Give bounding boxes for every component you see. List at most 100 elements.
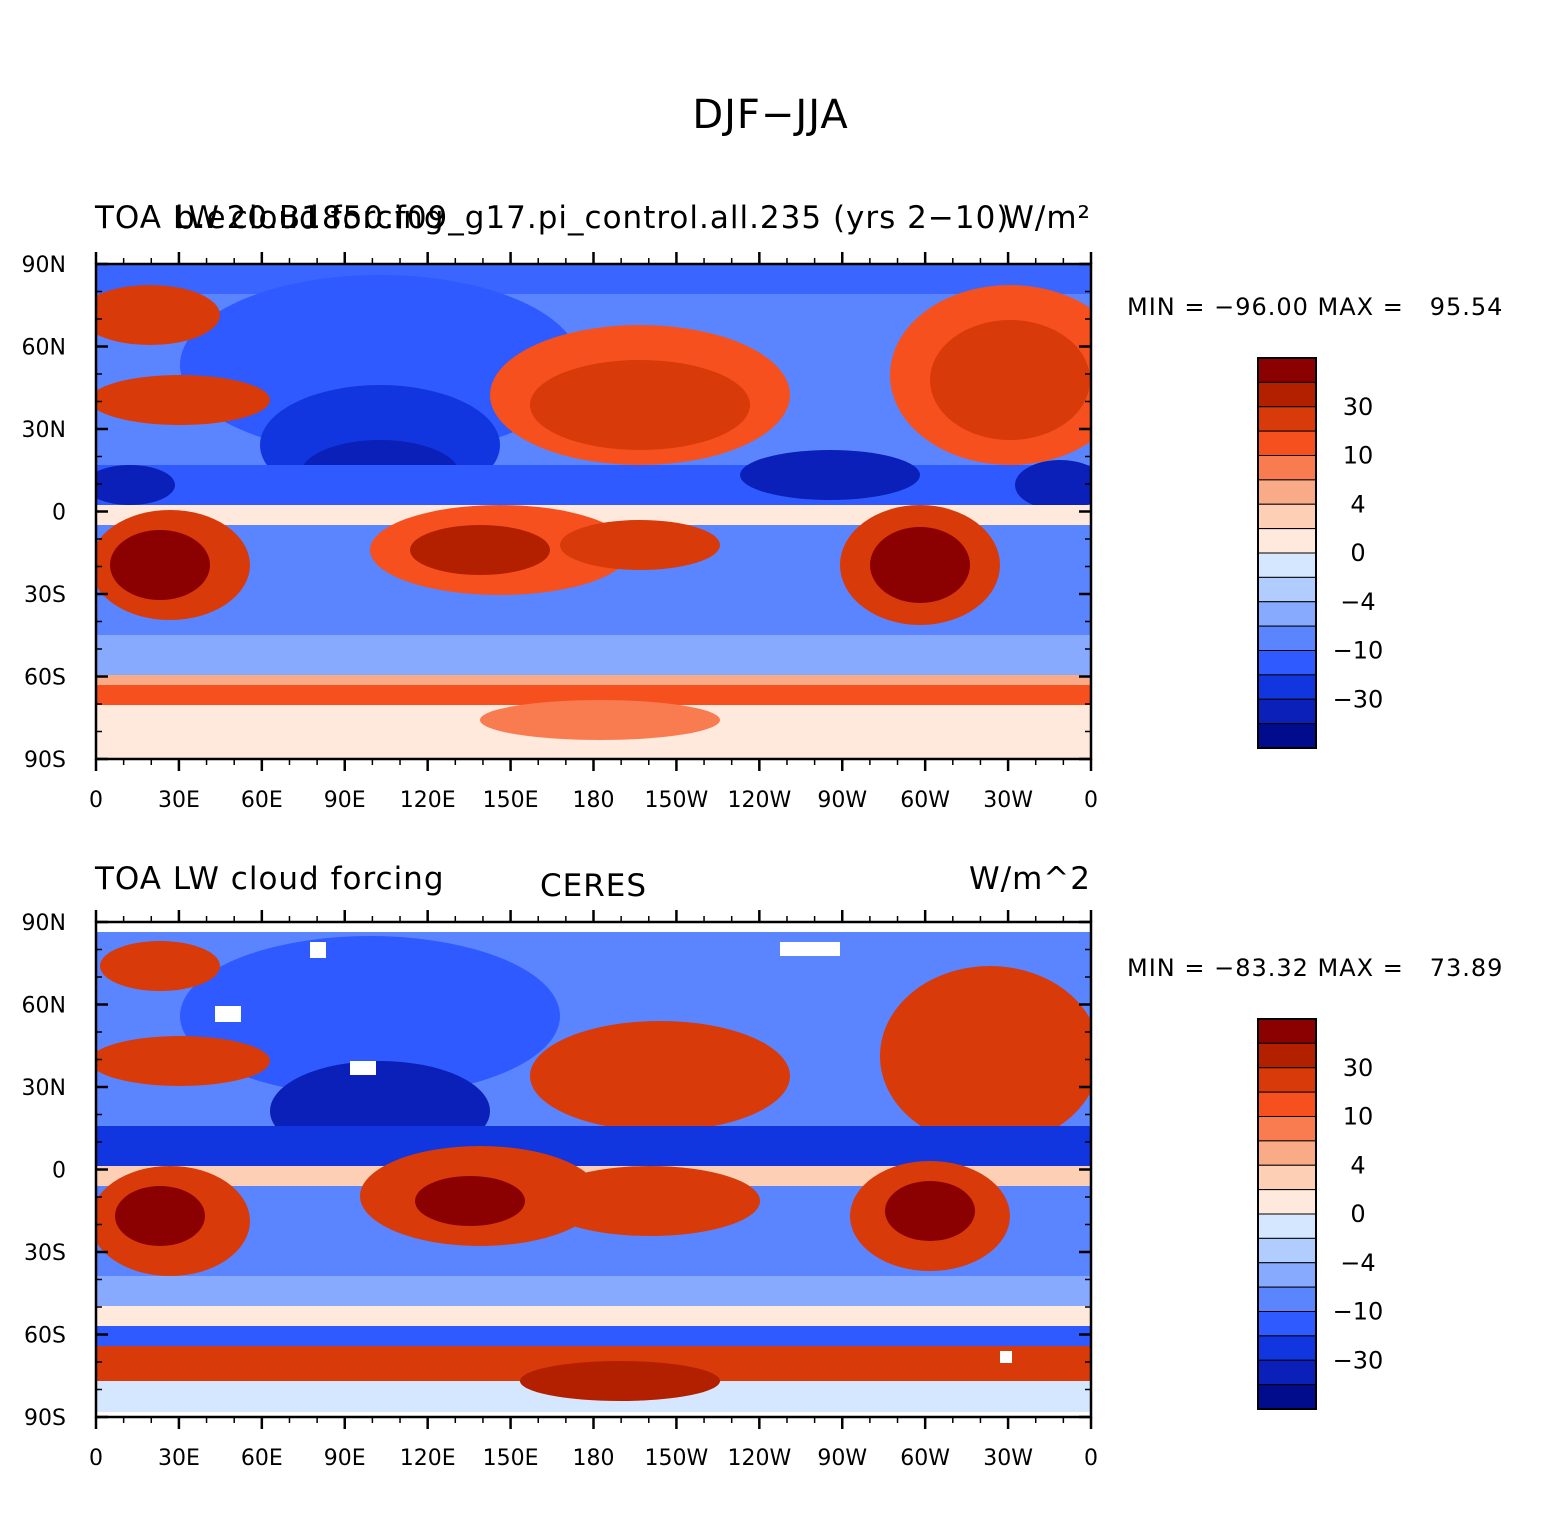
colorbar-box bbox=[1257, 1286, 1317, 1312]
lon-tick-label: 30E bbox=[158, 788, 200, 813]
colorbar-box bbox=[1257, 1091, 1317, 1117]
colorbar-box bbox=[1257, 1140, 1317, 1166]
lat-tick-label: 0 bbox=[52, 1159, 66, 1184]
colorbar-label: 4 bbox=[1350, 490, 1365, 518]
lon-tick-label: 60W bbox=[900, 1446, 950, 1471]
lat-tick-label: 60N bbox=[22, 994, 66, 1019]
lon-tick-label: 180 bbox=[573, 1446, 615, 1471]
colorbar-label: 30 bbox=[1343, 1054, 1374, 1082]
panel-units: W/m² bbox=[1003, 200, 1091, 236]
lat-tick-label: 90N bbox=[22, 911, 66, 936]
lon-tick-label: 120W bbox=[727, 1446, 791, 1471]
figure-title: DJF−JJA bbox=[692, 92, 849, 138]
panel-observations: TOA LW cloud forcing CERES W/m^2 MIN = −… bbox=[0, 856, 1541, 1516]
colorbar-box bbox=[1257, 406, 1317, 432]
colorbar-box bbox=[1257, 503, 1317, 530]
colorbar-box bbox=[1257, 1164, 1317, 1191]
colorbar-box bbox=[1257, 357, 1317, 383]
lat-tick-label: 30N bbox=[22, 418, 66, 443]
lon-tick-label: 60W bbox=[900, 788, 950, 813]
lat-tick-label: 90S bbox=[24, 748, 66, 773]
colorbar-box bbox=[1257, 1189, 1317, 1215]
colorbar-box bbox=[1257, 698, 1317, 725]
colorbar-label: 0 bbox=[1350, 1200, 1365, 1228]
lon-tick-label: 0 bbox=[1084, 788, 1098, 813]
colorbar-box bbox=[1257, 576, 1317, 603]
min-max-text: MIN = −96.00 MAX = 95.54 bbox=[1127, 293, 1504, 321]
lon-tick-label: 30W bbox=[983, 788, 1033, 813]
lon-tick-label: 0 bbox=[1084, 1446, 1098, 1471]
lon-tick-label: 120E bbox=[400, 1446, 456, 1471]
colorbar-box bbox=[1257, 1359, 1317, 1386]
colorbar-box bbox=[1257, 1262, 1317, 1288]
lon-tick-label: 150E bbox=[483, 788, 539, 813]
lon-tick-label: 150W bbox=[645, 788, 709, 813]
colorbar-box bbox=[1257, 1237, 1317, 1264]
lat-tick-label: 60S bbox=[24, 1324, 66, 1349]
colorbar-box bbox=[1257, 479, 1317, 505]
contour-field bbox=[96, 922, 1091, 1417]
colorbar-box bbox=[1257, 528, 1317, 554]
colorbar-label: −10 bbox=[1333, 637, 1384, 665]
colorbar-box bbox=[1257, 674, 1317, 700]
min-max-text: MIN = −83.32 MAX = 73.89 bbox=[1127, 954, 1504, 982]
panel-left-title: TOA LW cloud forcing bbox=[95, 200, 445, 236]
colorbar-box bbox=[1257, 1067, 1317, 1093]
lon-tick-label: 120W bbox=[727, 788, 791, 813]
lon-tick-label: 180 bbox=[573, 788, 615, 813]
lon-tick-label: 30E bbox=[158, 1446, 200, 1471]
panel-center-title: CERES bbox=[540, 868, 648, 904]
colorbar-box bbox=[1257, 1311, 1317, 1337]
colorbar-frame bbox=[1257, 357, 1317, 749]
colorbar-box bbox=[1257, 381, 1317, 408]
colorbar-box bbox=[1257, 1042, 1317, 1069]
panel-units: W/m^2 bbox=[969, 861, 1091, 897]
colorbar-label: 10 bbox=[1343, 1103, 1374, 1131]
colorbar-box bbox=[1257, 625, 1317, 651]
colorbar-box bbox=[1257, 1384, 1317, 1410]
colorbar-label: 4 bbox=[1350, 1151, 1365, 1179]
lon-tick-label: 90W bbox=[817, 1446, 867, 1471]
lon-tick-label: 90W bbox=[817, 788, 867, 813]
panel-case-title: b.e20.B1850.f09_g17.pi_control.all.235 (… bbox=[175, 200, 1010, 236]
colorbar-box bbox=[1257, 650, 1317, 676]
colorbar-label: −10 bbox=[1333, 1298, 1384, 1326]
lon-tick-label: 30W bbox=[983, 1446, 1033, 1471]
lat-tick-label: 90N bbox=[22, 253, 66, 278]
panel-left-title: TOA LW cloud forcing bbox=[95, 861, 445, 897]
lat-tick-label: 30S bbox=[24, 583, 66, 608]
colorbar-box bbox=[1257, 430, 1317, 456]
colorbar-box bbox=[1257, 1116, 1317, 1142]
colorbar-box bbox=[1257, 1213, 1317, 1239]
lon-tick-label: 90E bbox=[324, 788, 366, 813]
colorbar-box bbox=[1257, 601, 1317, 627]
colorbar-box bbox=[1257, 455, 1317, 481]
lon-tick-label: 0 bbox=[89, 1446, 103, 1471]
lat-tick-label: 30N bbox=[22, 1076, 66, 1101]
lon-tick-label: 90E bbox=[324, 1446, 366, 1471]
colorbar-label: −30 bbox=[1333, 1346, 1384, 1374]
lon-tick-label: 150W bbox=[645, 1446, 709, 1471]
lat-tick-label: 30S bbox=[24, 1241, 66, 1266]
lon-tick-label: 120E bbox=[400, 788, 456, 813]
colorbar-label: −30 bbox=[1333, 685, 1384, 713]
map-plot: 90N 60N 30N 0 30S 60S 90S 0 30E 60E 90E 120E 150E 180… bbox=[22, 910, 1384, 1471]
lon-tick-label: 60E bbox=[241, 1446, 283, 1471]
panel-model: TOA LW cloud forcing b.e20.B1850.f09_g17… bbox=[0, 195, 1541, 855]
lat-tick-label: 60S bbox=[24, 666, 66, 691]
colorbar-frame bbox=[1257, 1018, 1317, 1410]
lon-tick-label: 0 bbox=[89, 788, 103, 813]
lat-tick-label: 60N bbox=[22, 336, 66, 361]
contour-field bbox=[96, 264, 1091, 759]
lat-tick-label: 90S bbox=[24, 1406, 66, 1431]
colorbar-label: 30 bbox=[1343, 393, 1374, 421]
colorbar-box bbox=[1257, 723, 1317, 749]
colorbar-label: 10 bbox=[1343, 442, 1374, 470]
colorbar-label: −4 bbox=[1340, 588, 1375, 616]
lat-tick-label: 0 bbox=[52, 501, 66, 526]
map-plot: 90N 60N 30N 0 30S 60S 90S 0 30E 60E 90E 120E 150E 180… bbox=[22, 252, 1384, 813]
colorbar-box bbox=[1257, 552, 1317, 578]
colorbar-box bbox=[1257, 1018, 1317, 1044]
colorbar-label: 0 bbox=[1350, 539, 1365, 567]
colorbar-box bbox=[1257, 1335, 1317, 1361]
